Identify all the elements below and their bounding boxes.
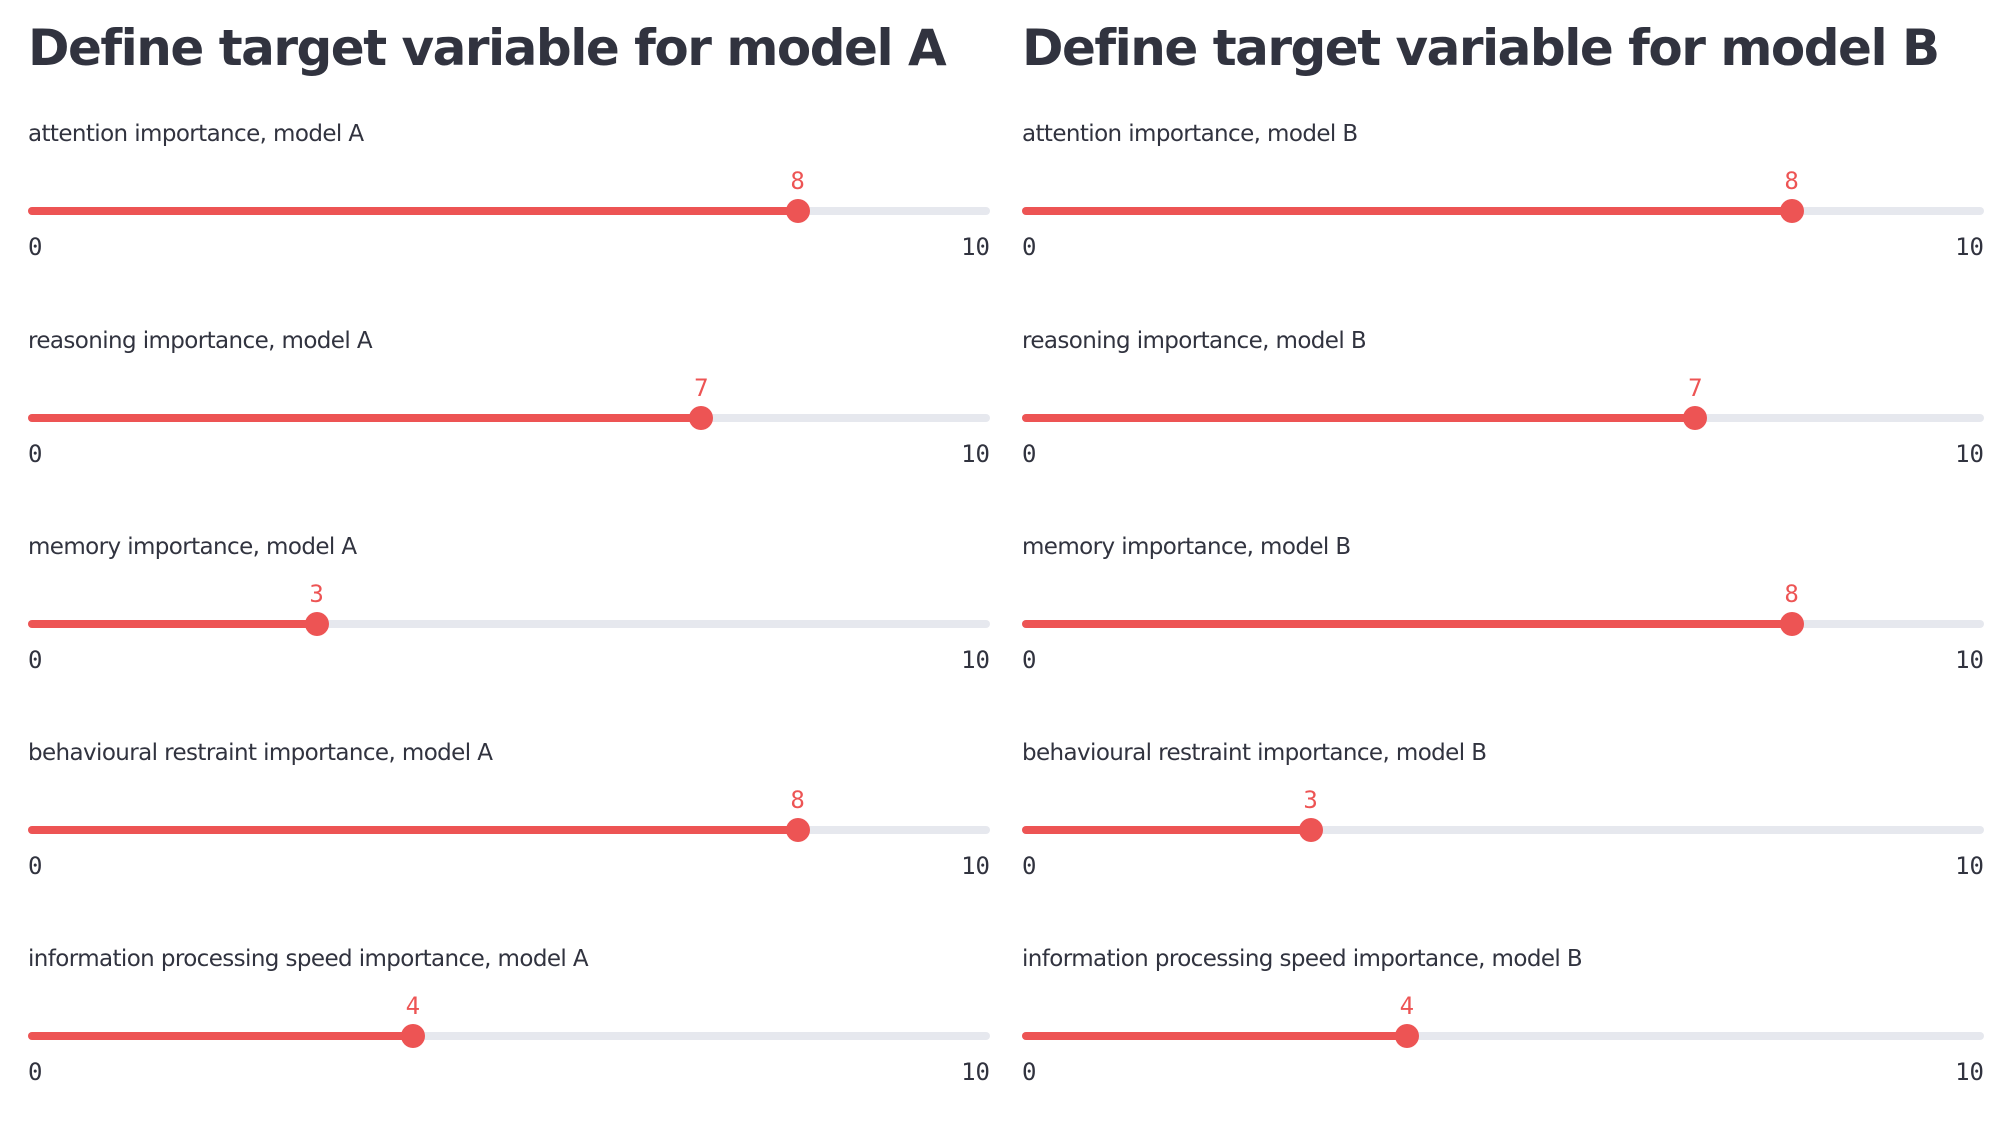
slider-fill	[28, 207, 798, 215]
slider-label: reasoning importance, model B	[1022, 328, 1367, 354]
slider-label: memory importance, model A	[28, 534, 357, 560]
slider-track[interactable]	[1022, 207, 1984, 215]
slider-min-label: 0	[1022, 646, 1037, 674]
slider-fill	[1022, 826, 1311, 834]
slider-track[interactable]	[1022, 414, 1984, 422]
slider-max-label: 10	[1955, 852, 1984, 880]
slider-value: 8	[1784, 580, 1799, 608]
slider-min-label: 0	[1022, 1058, 1037, 1086]
slider-max-label: 10	[961, 1058, 990, 1086]
behavioural-restraint-slider-a: behavioural restraint importance, model …	[28, 737, 990, 927]
slider-thumb[interactable]	[785, 199, 810, 223]
slider-track[interactable]	[1022, 620, 1984, 628]
slider-thumb[interactable]	[1683, 406, 1708, 430]
attention-slider-a: attention importance, model A 8 0 10	[28, 118, 990, 308]
slider-max-label: 10	[961, 233, 990, 261]
slider-value: 4	[1399, 992, 1415, 1020]
processing-speed-slider-b: information processing speed importance,…	[1022, 943, 1984, 1133]
memory-slider-b: memory importance, model B 8 0 10	[1022, 531, 1984, 721]
slider-label: reasoning importance, model A	[28, 328, 373, 354]
model-a-title: Define target variable for model A	[28, 19, 947, 77]
slider-max-label: 10	[961, 646, 990, 674]
slider-value: 3	[309, 580, 324, 608]
slider-fill	[1022, 414, 1696, 422]
slider-thumb[interactable]	[785, 818, 810, 842]
slider-label: memory importance, model B	[1022, 534, 1351, 560]
slider-min-label: 0	[1022, 852, 1037, 880]
slider-fill	[1022, 620, 1792, 628]
slider-value: 8	[790, 167, 805, 195]
slider-fill	[28, 620, 317, 628]
slider-fill	[1022, 207, 1792, 215]
slider-min-label: 0	[1022, 440, 1037, 468]
slider-label: information processing speed importance,…	[28, 946, 589, 972]
model-b-title: Define target variable for model B	[1022, 19, 1940, 77]
slider-max-label: 10	[961, 440, 990, 468]
slider-track[interactable]	[28, 1032, 990, 1040]
slider-track-area[interactable]: 8	[1022, 580, 1984, 641]
slider-thumb[interactable]	[1779, 612, 1804, 636]
slider-value: 8	[1784, 167, 1799, 195]
slider-thumb[interactable]	[400, 1024, 425, 1048]
slider-track-area[interactable]: 4	[28, 992, 990, 1053]
slider-value: 7	[694, 374, 709, 402]
slider-thumb[interactable]	[1779, 199, 1804, 223]
slider-min-label: 0	[28, 1058, 43, 1086]
slider-value: 8	[790, 786, 805, 814]
slider-label: behavioural restraint importance, model …	[28, 740, 493, 766]
reasoning-slider-a: reasoning importance, model A 7 0 10	[28, 325, 990, 515]
slider-fill	[1022, 1032, 1407, 1040]
slider-track[interactable]	[1022, 1032, 1984, 1040]
slider-value: 4	[405, 992, 421, 1020]
slider-label: information processing speed importance,…	[1022, 946, 1583, 972]
slider-label: attention importance, model B	[1022, 121, 1358, 147]
slider-min-label: 0	[28, 233, 43, 261]
reasoning-slider-b: reasoning importance, model B 7 0 10	[1022, 325, 1984, 515]
slider-min-label: 0	[28, 852, 43, 880]
attention-slider-b: attention importance, model B 8 0 10	[1022, 118, 1984, 308]
slider-track-area[interactable]: 8	[28, 167, 990, 228]
slider-max-label: 10	[1955, 440, 1984, 468]
slider-track-area[interactable]: 3	[28, 580, 990, 641]
slider-thumb[interactable]	[304, 612, 329, 636]
slider-fill	[28, 414, 702, 422]
slider-track-area[interactable]: 8	[28, 786, 990, 847]
slider-thumb[interactable]	[689, 406, 714, 430]
slider-track[interactable]	[28, 620, 990, 628]
slider-track[interactable]	[28, 826, 990, 834]
slider-label: behavioural restraint importance, model …	[1022, 740, 1487, 766]
slider-thumb[interactable]	[1298, 818, 1323, 842]
slider-min-label: 0	[28, 646, 43, 674]
slider-fill	[28, 1032, 413, 1040]
slider-min-label: 0	[28, 440, 43, 468]
slider-max-label: 10	[1955, 233, 1984, 261]
slider-min-label: 0	[1022, 233, 1037, 261]
slider-track[interactable]	[28, 207, 990, 215]
slider-track-area[interactable]: 3	[1022, 786, 1984, 847]
slider-max-label: 10	[1955, 1058, 1984, 1086]
slider-fill	[28, 826, 798, 834]
slider-track-area[interactable]: 8	[1022, 167, 1984, 228]
memory-slider-a: memory importance, model A 3 0 10	[28, 531, 990, 721]
slider-value: 3	[1303, 786, 1318, 814]
slider-max-label: 10	[1955, 646, 1984, 674]
slider-track[interactable]	[28, 414, 990, 422]
slider-track[interactable]	[1022, 826, 1984, 834]
slider-track-area[interactable]: 7	[1022, 374, 1984, 435]
processing-speed-slider-a: information processing speed importance,…	[28, 943, 990, 1133]
slider-track-area[interactable]: 7	[28, 374, 990, 435]
slider-max-label: 10	[961, 852, 990, 880]
slider-thumb[interactable]	[1394, 1024, 1419, 1048]
slider-track-area[interactable]: 4	[1022, 992, 1984, 1053]
slider-label: attention importance, model A	[28, 121, 364, 147]
slider-value: 7	[1688, 374, 1703, 402]
behavioural-restraint-slider-b: behavioural restraint importance, model …	[1022, 737, 1984, 927]
